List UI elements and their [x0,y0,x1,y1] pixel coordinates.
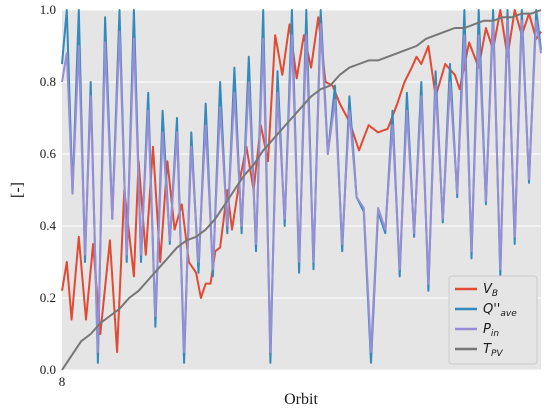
y-axis-ticks: 0.0 0.2 0.4 0.6 0.8 1.0 [40,2,57,377]
legend-box [448,275,538,365]
x-axis-ticks: 8 [59,374,66,389]
y-tick-label: 0.2 [40,290,56,305]
series-line [61,9,542,353]
legend-label: Q''ave [483,302,517,319]
legend-label: VB [483,282,498,299]
y-tick-label: 0.8 [40,74,56,89]
y-tick-label: 0.6 [40,146,57,161]
series-lines [61,9,542,371]
legend-label: TPV [483,342,503,359]
y-tick-label: 0.0 [40,362,56,377]
y-tick-label: 1.0 [40,2,56,17]
y-axis-label: [-] [9,182,26,198]
y-tick-label: 0.4 [40,218,57,233]
x-axis-label: Orbit [284,391,318,408]
series-line [61,9,542,371]
legend-label: Pin [483,322,499,339]
series-line [61,19,542,353]
x-tick-label: 8 [59,374,66,389]
legend: VB Q''ave Pin TPV [448,275,538,365]
